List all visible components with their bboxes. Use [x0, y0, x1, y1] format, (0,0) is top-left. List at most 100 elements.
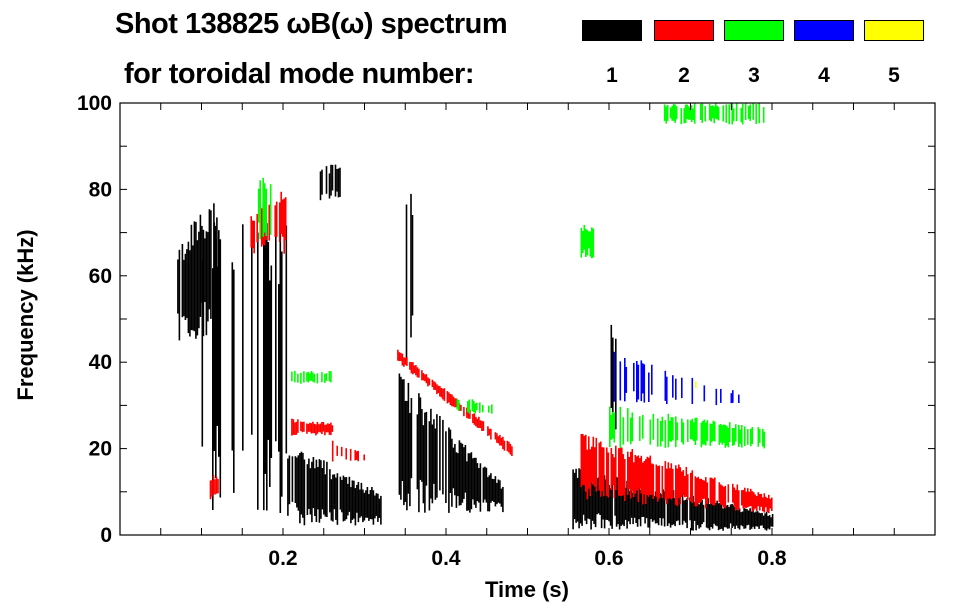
spectral-streak — [326, 461, 328, 517]
spectral-streak — [689, 107, 691, 120]
spectral-streak — [723, 424, 725, 443]
spectral-streak — [740, 512, 742, 526]
spectral-streak — [196, 240, 199, 336]
spectral-streak — [728, 507, 730, 529]
spectral-streak — [400, 352, 402, 362]
spectral-streak — [205, 231, 208, 336]
spectral-streak — [750, 488, 752, 507]
spectral-streak — [582, 434, 584, 485]
spectral-streak — [648, 489, 651, 528]
spectral-streak — [484, 466, 486, 500]
spectral-streak — [729, 504, 732, 524]
legend-swatch-mode-3 — [724, 20, 784, 41]
spectral-streak — [368, 494, 370, 521]
spectral-streak — [642, 363, 644, 394]
spectral-streak — [585, 229, 587, 257]
spectral-streak — [292, 419, 295, 435]
spectral-streak — [726, 425, 728, 446]
spectral-streak — [479, 420, 482, 429]
spectral-streak — [674, 498, 676, 527]
spectral-streak — [594, 447, 596, 487]
spectral-streak — [723, 507, 726, 528]
spectral-streak — [707, 498, 709, 529]
spectral-streak — [612, 337, 614, 436]
spectral-streak — [578, 468, 580, 529]
spectral-streak — [357, 450, 359, 462]
spectral-streak — [348, 476, 351, 512]
spectral-streak — [752, 103, 754, 120]
spectral-streak — [357, 482, 360, 523]
spectral-streak — [648, 372, 650, 402]
spectral-streak — [312, 457, 315, 509]
spectral-streak — [400, 376, 402, 500]
spectral-streak — [613, 457, 616, 499]
spectral-streak — [299, 453, 301, 524]
spectral-streak — [265, 188, 267, 236]
spectral-streak — [363, 454, 365, 461]
spectral-streak — [600, 483, 603, 529]
spectral-streak — [603, 447, 605, 497]
spectral-feature-mode-1 — [177, 203, 218, 341]
spectral-streak — [378, 498, 381, 518]
spectral-streak — [682, 422, 685, 445]
spectral-streak — [404, 400, 407, 502]
spectral-streak — [695, 501, 697, 531]
spectral-streak — [256, 213, 258, 243]
spectral-streak — [687, 474, 689, 501]
spectral-streak — [335, 477, 337, 520]
spectral-streak — [471, 399, 474, 412]
spectral-streak — [664, 370, 667, 401]
spectral-streak — [748, 491, 751, 507]
spectral-streak — [626, 480, 628, 529]
spectral-feature-mode-3 — [663, 103, 765, 125]
spectral-streak — [762, 515, 765, 528]
spectral-streak — [716, 500, 718, 527]
spectral-streak — [284, 197, 287, 240]
spectral-streak — [316, 422, 319, 434]
spectral-streak — [585, 434, 587, 492]
spectral-streak — [443, 388, 446, 401]
spectral-streak — [664, 420, 667, 448]
spectral-streak — [685, 466, 688, 497]
spectral-streak — [473, 457, 476, 505]
spectral-streak — [579, 469, 582, 524]
spectral-streak — [317, 467, 319, 510]
spectral-streak — [502, 487, 504, 513]
spectral-feature-mode-1 — [201, 222, 288, 513]
spectral-streak — [344, 477, 346, 521]
spectral-streak — [479, 463, 482, 512]
spectral-streak — [744, 103, 747, 121]
spectral-streak — [437, 385, 440, 393]
spectral-streak — [211, 480, 213, 497]
spectral-streak — [614, 484, 616, 516]
spectral-streak — [763, 493, 766, 513]
spectral-streak — [737, 509, 739, 529]
spectral-streak — [442, 388, 444, 400]
spectral-feature-mode-1 — [287, 451, 382, 526]
spectral-streak — [269, 280, 271, 487]
spectral-streak — [647, 486, 649, 528]
spectral-streak — [706, 420, 709, 441]
spectral-streak — [621, 490, 624, 525]
spectral-streak — [321, 422, 323, 435]
spectral-streak — [231, 262, 234, 451]
spectral-streak — [754, 494, 757, 509]
spectral-streak — [702, 479, 704, 500]
spectral-streak — [771, 514, 774, 527]
spectral-streak — [684, 499, 687, 523]
spectral-streak — [446, 391, 449, 404]
spectral-streak — [508, 441, 510, 453]
spectral-streak — [340, 446, 343, 457]
spectral-streak — [319, 423, 322, 433]
spectral-streak — [615, 476, 618, 527]
spectral-streak — [700, 422, 703, 448]
spectral-streak — [666, 376, 668, 404]
spectral-streak — [283, 198, 285, 254]
spectral-streak — [618, 448, 620, 496]
spectral-streak — [670, 463, 673, 500]
spectral-streak — [666, 105, 669, 121]
spectral-streak — [633, 491, 636, 518]
y-tick-label: 20 — [89, 438, 112, 461]
spectral-streak — [458, 399, 460, 411]
